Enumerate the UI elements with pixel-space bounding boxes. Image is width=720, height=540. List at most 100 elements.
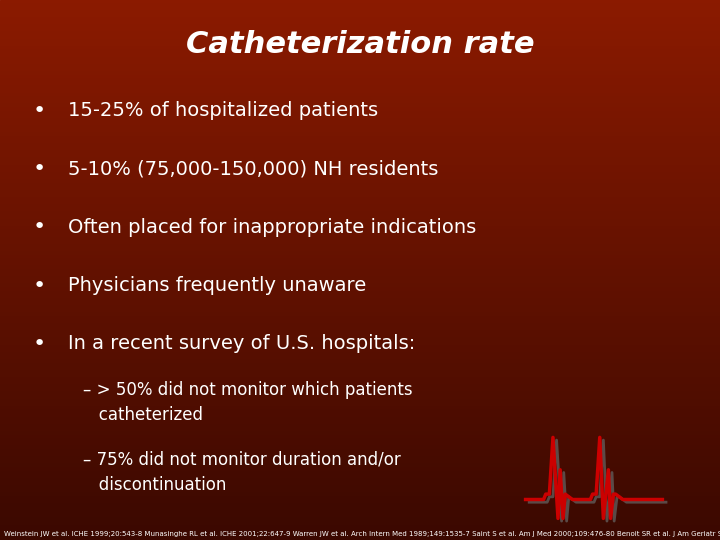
Bar — [0, 72, 720, 76]
Bar — [0, 482, 720, 486]
Bar — [0, 212, 720, 216]
Bar — [0, 320, 720, 324]
Text: •: • — [33, 100, 46, 121]
Text: •: • — [33, 275, 46, 296]
Bar — [0, 266, 720, 270]
Bar — [0, 493, 720, 497]
Bar — [0, 414, 720, 417]
Bar — [0, 295, 720, 299]
Bar — [0, 464, 720, 468]
Bar — [0, 104, 720, 108]
Bar — [0, 339, 720, 342]
Bar — [0, 166, 720, 169]
Bar — [0, 360, 720, 363]
Bar — [0, 177, 720, 180]
Bar — [0, 245, 720, 248]
Bar — [0, 69, 720, 72]
Bar — [0, 533, 720, 536]
Bar — [0, 151, 720, 155]
Bar — [0, 285, 720, 288]
Bar — [0, 425, 720, 428]
Bar — [0, 346, 720, 349]
Bar — [0, 522, 720, 525]
Bar — [0, 65, 720, 69]
Text: In a recent survey of U.S. hospitals:: In a recent survey of U.S. hospitals: — [68, 334, 415, 354]
Bar — [0, 209, 720, 212]
Bar — [0, 79, 720, 83]
Bar — [0, 454, 720, 457]
Bar — [0, 220, 720, 223]
Bar — [0, 447, 720, 450]
Bar — [0, 54, 720, 58]
Bar — [0, 486, 720, 490]
Bar — [0, 407, 720, 410]
Bar — [0, 25, 720, 29]
Bar — [0, 428, 720, 432]
Bar — [0, 281, 720, 285]
Bar — [0, 371, 720, 374]
Bar — [0, 288, 720, 292]
Bar — [0, 421, 720, 425]
Bar — [0, 58, 720, 61]
Bar — [0, 367, 720, 371]
Bar — [0, 511, 720, 515]
Bar — [0, 223, 720, 227]
Bar — [0, 108, 720, 112]
Bar — [0, 144, 720, 147]
Bar — [0, 479, 720, 482]
Bar — [0, 529, 720, 533]
Bar — [0, 123, 720, 126]
Bar — [0, 393, 720, 396]
Bar — [0, 385, 720, 389]
Bar — [0, 7, 720, 11]
Bar — [0, 313, 720, 317]
Bar — [0, 403, 720, 407]
Text: Physicians frequently unaware: Physicians frequently unaware — [68, 276, 366, 295]
Bar — [0, 410, 720, 414]
Bar — [0, 191, 720, 194]
Bar — [0, 4, 720, 7]
Bar — [0, 306, 720, 309]
Bar — [0, 274, 720, 277]
Bar — [0, 475, 720, 479]
Bar — [0, 331, 720, 335]
Bar — [0, 353, 720, 356]
Bar — [0, 93, 720, 97]
Text: •: • — [33, 334, 46, 354]
Bar — [0, 457, 720, 461]
Bar — [0, 396, 720, 400]
Bar — [0, 39, 720, 43]
Bar — [0, 76, 720, 79]
Bar — [0, 241, 720, 245]
Bar — [0, 309, 720, 313]
Bar — [0, 490, 720, 493]
Bar — [0, 436, 720, 439]
Bar — [0, 292, 720, 295]
Bar — [0, 518, 720, 522]
Bar — [0, 205, 720, 209]
Bar — [0, 115, 720, 119]
Bar — [0, 162, 720, 166]
Bar — [0, 255, 720, 259]
Bar — [0, 180, 720, 184]
Bar — [0, 22, 720, 25]
Bar — [0, 112, 720, 115]
Bar — [0, 501, 720, 504]
Bar — [0, 15, 720, 18]
Bar — [0, 216, 720, 220]
Bar — [0, 374, 720, 378]
Bar — [0, 227, 720, 231]
Bar — [0, 43, 720, 47]
Text: Often placed for inappropriate indications: Often placed for inappropriate indicatio… — [68, 218, 477, 237]
Text: – > 50% did not monitor which patients
   catheterized: – > 50% did not monitor which patients c… — [83, 381, 413, 424]
Bar — [0, 525, 720, 529]
Bar — [0, 155, 720, 158]
Text: 15-25% of hospitalized patients: 15-25% of hospitalized patients — [68, 101, 379, 120]
Bar — [0, 259, 720, 263]
Bar — [0, 173, 720, 177]
Bar — [0, 324, 720, 328]
Bar — [0, 158, 720, 162]
Bar — [0, 328, 720, 331]
Bar — [0, 0, 720, 4]
Bar — [0, 119, 720, 123]
